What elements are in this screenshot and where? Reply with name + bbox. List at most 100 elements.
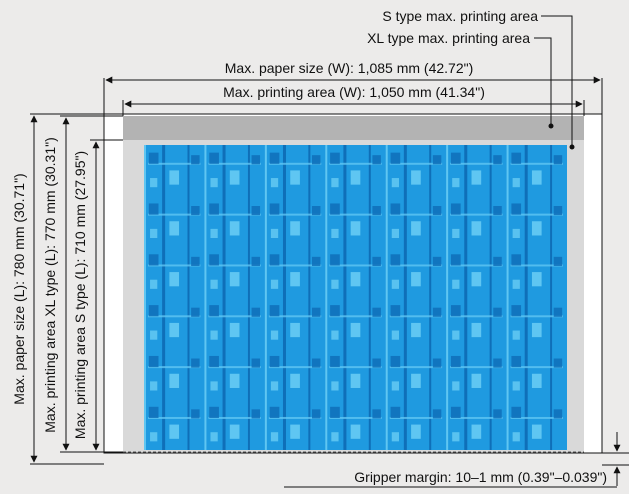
pattern-chip [209,305,219,317]
xl-type-callout-line [534,37,552,126]
pattern-chip [311,307,321,317]
pattern-chip [148,152,159,164]
pattern-chip [251,155,261,165]
pattern-trace [208,366,261,369]
pattern-stripe [343,145,347,450]
pattern-stripe [247,145,250,450]
pattern-trace [208,213,261,216]
pattern-chip [432,256,442,266]
pattern-chip [331,330,339,340]
pattern-trace [389,416,443,419]
pattern-chip [169,221,180,236]
pattern-chip [531,272,542,287]
pattern-chip [150,330,158,340]
pattern-chip [150,279,158,289]
pattern-trace [389,315,443,318]
pattern-chip [148,406,159,418]
pattern-trace [329,315,382,318]
pattern-trace [208,416,261,419]
pattern-chip [330,406,340,418]
pattern-chip [391,178,400,188]
pattern-chip [311,358,321,368]
s-type-callout-dot [569,144,575,150]
pattern-chip [411,322,421,338]
pattern-chip [553,155,563,165]
pattern-chip [210,330,218,340]
pattern-chip [372,409,381,419]
pattern-chip [270,178,279,188]
pattern-chip [391,228,400,239]
pattern-chip [511,152,522,164]
pattern-stripe [464,145,468,450]
pattern-chip [210,228,218,239]
pattern-trace [389,264,443,267]
pattern-stripe [162,145,166,450]
pattern-chip [169,424,180,439]
pattern-chip [270,432,279,442]
pattern-trace [268,264,322,267]
pattern-chip [290,221,300,236]
xl-type-callout-label: XL type max. printing area [367,30,530,46]
pattern-chip [330,355,340,368]
pattern-trace [450,315,503,318]
pattern-chip [512,432,520,442]
pattern-chip [471,424,482,439]
pattern-chip [511,305,522,317]
pattern-chip [148,254,159,266]
pattern-chip [493,409,502,419]
print-width-label: Max. printing area (W): 1,050 mm (41.34"… [223,84,485,100]
pattern-chip [331,381,339,391]
pattern-trace [389,366,443,369]
pattern-chip [229,424,240,439]
pattern-trace [450,366,503,369]
pattern-chip [531,170,542,185]
pattern-chip [450,406,461,418]
pattern-chip [391,381,400,391]
pattern-chip [390,406,401,418]
pattern-chip [311,155,321,165]
pattern-chip [251,307,261,317]
pattern-trace [148,315,201,318]
pattern-chip [411,424,421,439]
pattern-trace [268,315,322,318]
pattern-chip [229,322,240,338]
pattern-stripe [368,145,371,450]
pattern-chip [471,221,482,236]
pattern-chip [331,432,339,442]
pattern-trace [148,366,201,369]
pattern-trace [268,162,322,165]
pattern-chip [471,272,482,287]
pattern-chip [210,381,218,391]
pattern-chip [229,272,240,287]
pattern-chip [372,155,381,165]
pattern-chip [493,307,502,317]
pattern-chip [330,254,340,266]
pattern-chip [169,322,180,338]
pattern-chip [531,373,542,388]
pattern-chip [148,305,159,317]
pattern-trace [450,416,503,419]
pattern-chip [350,424,361,439]
pattern-chip [452,330,460,340]
pattern-chip [432,409,442,419]
pattern-chip [350,322,361,338]
pattern-chip [209,355,219,368]
pattern-chip [229,170,240,185]
pattern-chip [270,381,279,391]
pattern-chip [150,178,158,188]
pattern-stripe [550,145,553,450]
pattern-chip [331,228,339,239]
pattern-chip [290,322,300,338]
pattern-chip [531,221,542,236]
pattern-chip [411,221,421,236]
pattern-chip [432,206,442,216]
pattern-chip [450,355,461,368]
pattern-trace [450,213,503,216]
printed-image [144,145,567,450]
pattern-chip [269,355,280,368]
pattern-trace [329,213,382,216]
pattern-chip [450,254,461,266]
pattern-chip [512,279,520,289]
pattern-chip [391,432,400,442]
